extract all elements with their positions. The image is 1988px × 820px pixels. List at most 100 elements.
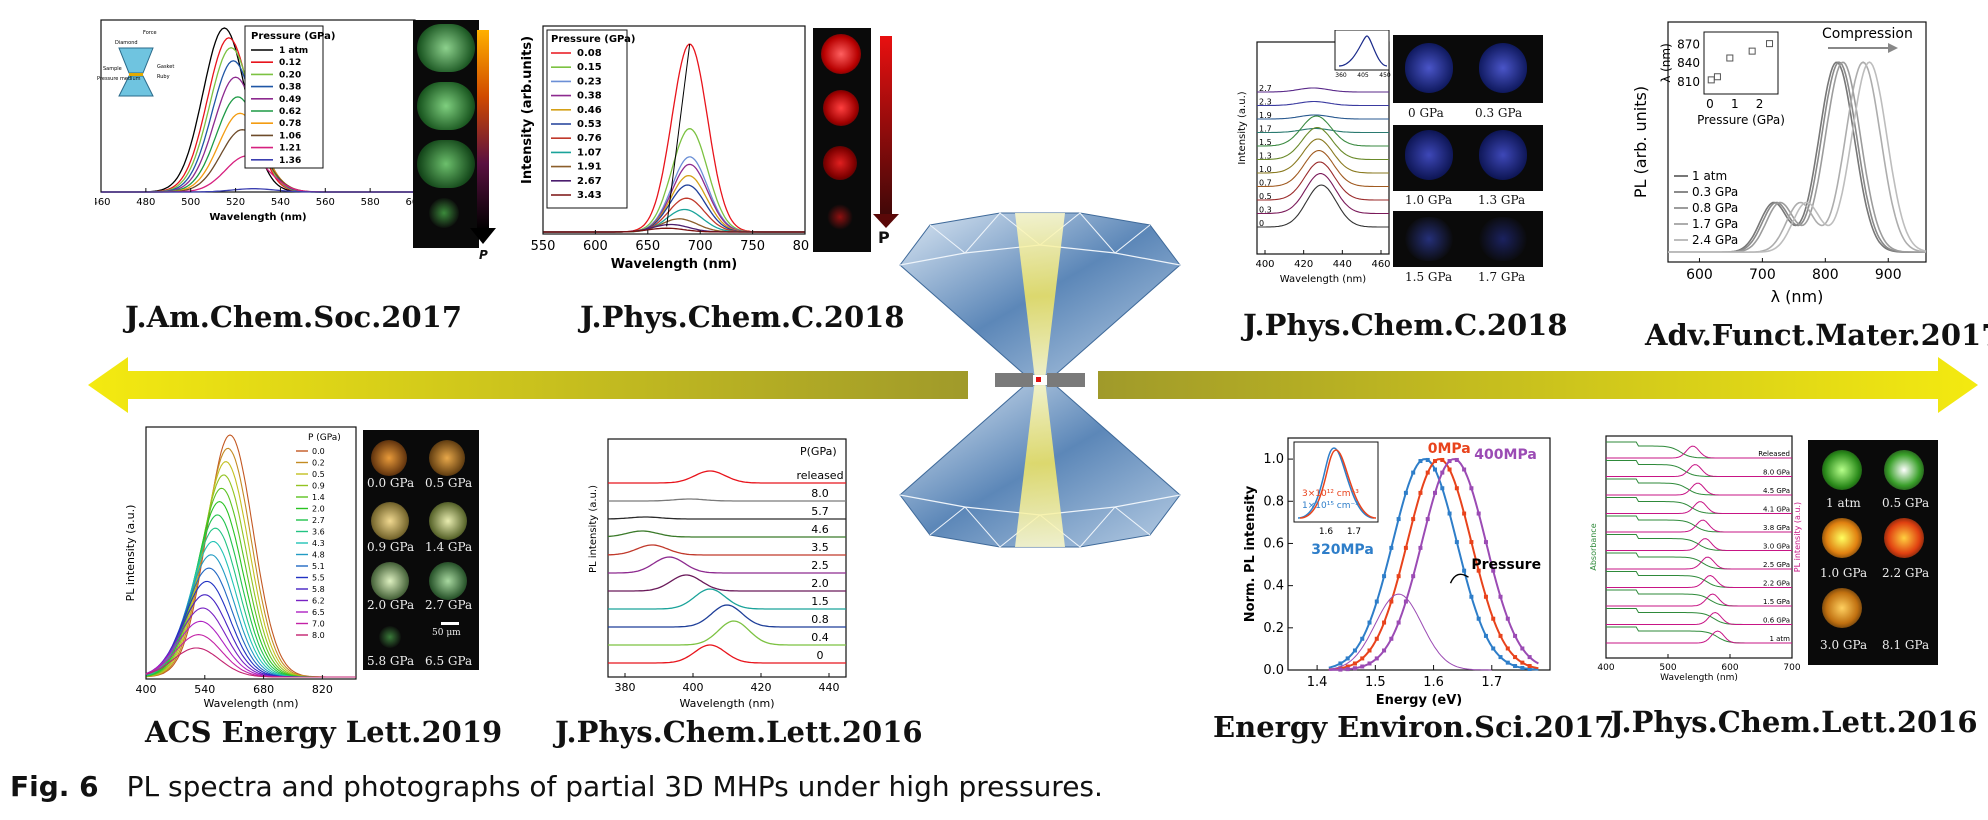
data-point-p7-1-17: [1462, 511, 1467, 516]
series-label-p7-0: 320MPa: [1311, 542, 1373, 558]
data-point-p7-1-26: [1527, 664, 1532, 669]
level-label-p6-9: 0.4: [811, 631, 829, 644]
plot-frame-p4: [1667, 21, 1927, 263]
data-point-p7-2-18: [1469, 486, 1474, 491]
inset-curve-p7-1: [1299, 449, 1377, 519]
y-tick-label-p7-1: 0.2: [1263, 621, 1284, 636]
x-tick-label-p4-0: 600: [1686, 267, 1713, 283]
data-point-p7-2-22: [1498, 594, 1503, 599]
legend-label-p5-0: 0.0: [312, 447, 325, 456]
spectrum-line-p6-3: [607, 530, 846, 538]
inset-point-p4-3: [1748, 47, 1756, 55]
data-point-p7-1-5: [1374, 636, 1379, 641]
inset-tick-p3-0: 360: [1335, 72, 1347, 79]
data-point-p7-1-15: [1447, 467, 1452, 472]
annotation-p4: Compression: [1822, 26, 1913, 42]
anvil-top-p1: [118, 47, 154, 74]
series-label-p7-2: 400MPa: [1474, 447, 1536, 463]
level-label-p8-4: 3.8 GPa: [1763, 524, 1790, 532]
inset-tick-p3-1: 405: [1357, 72, 1369, 79]
offset-label-p3-5: 1.3: [1259, 152, 1272, 161]
data-point-p7-2-6: [1382, 648, 1387, 653]
colorbar-label-p1: P: [479, 248, 488, 262]
offset-label-p3-2: 1.9: [1259, 111, 1272, 120]
data-point-p7-1-20: [1483, 594, 1488, 599]
y-axis-label-p7: Norm. PL intensity: [1243, 485, 1258, 622]
y-axis-label-p3: Intensity (a.u.): [1237, 91, 1248, 164]
photo-label-p3-4: 1.5 GPa: [1405, 270, 1453, 284]
plot-frame-p5: [145, 426, 357, 680]
legend-label-p2-1: 0.15: [577, 62, 602, 73]
inset-frame-p3: [1334, 30, 1390, 71]
caption-text: PL spectra and photographs of partial 3D…: [126, 770, 1103, 803]
level-label-p6-8: 0.8: [811, 613, 829, 626]
data-point-p7-1-22: [1498, 633, 1503, 638]
photo-label-p8-2: 1.0 GPa: [1820, 566, 1868, 580]
reference-p6: J.Phys.Chem.Lett.2016: [555, 715, 923, 749]
x-tick-label-p5-2: 680: [253, 683, 274, 696]
data-point-p7-0-5: [1374, 599, 1379, 604]
plot-frame-p6: [607, 438, 847, 678]
photo-label-p5-3: 1.4 GPa: [425, 540, 473, 554]
legend-title-p1: Pressure (GPa): [251, 31, 335, 42]
legend-label-p5-2: 0.5: [312, 470, 325, 479]
data-point-p7-2-25: [1520, 646, 1525, 651]
pl-line-p8-2: [1606, 482, 1792, 496]
data-point-p7-2-9: [1403, 599, 1408, 604]
offset-label-p3-7: 0.7: [1259, 179, 1272, 188]
pl-line-p8-3: [1606, 501, 1792, 514]
x-tick-label-p1-3: 520: [226, 197, 245, 208]
offset-label-p3-8: 0.5: [1259, 192, 1272, 201]
x-tick-label-p5-3: 820: [312, 683, 333, 696]
diagram-label-p1-1: Diamond: [115, 40, 138, 46]
panel-acs-energy-2019: 0.0 0.2 0.5 0.9 1.4 2.0 2.7 3.6 4.3 4.8 5.1 5.5 5.8 6…: [118, 425, 358, 715]
x-axis-label-p6: Wavelength (nm): [679, 697, 774, 710]
legend-label-p5-16: 8.0: [312, 631, 325, 640]
caption-label: Fig. 6: [10, 770, 99, 803]
photo-label-p8-5: 8.1 GPa: [1882, 638, 1930, 652]
sample-chamber-p1: [129, 73, 143, 76]
data-point-p7-1-21: [1491, 616, 1496, 621]
y-tick-label-p7-2: 0.4: [1263, 579, 1284, 594]
photo-label-p8-3: 2.2 GPa: [1882, 566, 1930, 580]
x-tick-label-p3-1: 420: [1294, 259, 1313, 270]
level-label-p6-5: 2.5: [811, 559, 829, 572]
spectrum-line-p6-0: [608, 470, 846, 484]
offset-label-p3-1: 2.3: [1259, 98, 1272, 107]
level-label-p6-4: 3.5: [811, 541, 829, 554]
data-point-p7-1-3: [1360, 656, 1365, 661]
x-tick-label-p6-3: 440: [819, 681, 840, 694]
legend-label-p4-2: 0.8 GPa: [1692, 201, 1738, 215]
spectrum-line-p3-6: [1257, 138, 1389, 174]
y-tick-label-p7-3: 0.6: [1263, 536, 1284, 551]
data-point-p7-2-2: [1352, 666, 1357, 671]
panel-jpcl-2016-b: Released 8.0 GPa 4.5 GPa 4.1 GPa 3.8 GPa 3.0 …: [1588, 432, 1803, 682]
inset-legend-p7-1: 1×10¹⁵ cm⁻³: [1302, 501, 1359, 511]
data-point-p7-2-17: [1462, 467, 1467, 472]
data-point-p7-0-26: [1527, 667, 1532, 672]
legend-label-p5-5: 2.0: [312, 505, 325, 514]
legend-label-p1-2: 0.20: [279, 70, 301, 80]
legend-label-p5-10: 5.1: [312, 562, 325, 571]
x-tick-label-p6-0: 380: [615, 681, 636, 694]
legend-label-p5-11: 5.5: [312, 574, 325, 583]
pl-line-p8-8: [1606, 593, 1792, 607]
level-label-p8-1: 8.0 GPa: [1763, 469, 1790, 477]
inset-curve-p3: [1338, 35, 1388, 67]
offset-label-p3-6: 1.0: [1259, 165, 1272, 174]
chart-p6: P(GPa) released 8.0 5.7 4.6 3.5 2.5 2.0 1.5 0.8 0.…: [588, 438, 847, 710]
chart-p4: 600 700 800 900 λ (nm) PL (arb. units) Compres…: [1631, 21, 1927, 306]
inset-tick-p3-2: 450: [1379, 72, 1391, 79]
data-point-p7-1-12: [1425, 470, 1430, 475]
data-point-p7-2-20: [1483, 540, 1488, 545]
inset-frame-p7: [1293, 441, 1379, 523]
spectrum-line-p3-10: [1257, 184, 1389, 228]
y-tick-label-p7-0: 0.0: [1263, 663, 1284, 678]
legend-label-p1-3: 0.38: [279, 83, 301, 93]
data-point-p7-2-5: [1374, 656, 1379, 661]
legend-label-p1-4: 0.49: [279, 95, 301, 105]
legend-label-p2-10: 3.43: [577, 190, 602, 201]
data-point-p7-0-18: [1469, 594, 1474, 599]
reference-p7: Energy Environ.Sci.2017: [1213, 710, 1615, 744]
level-label-p6-10: 0: [817, 649, 824, 662]
